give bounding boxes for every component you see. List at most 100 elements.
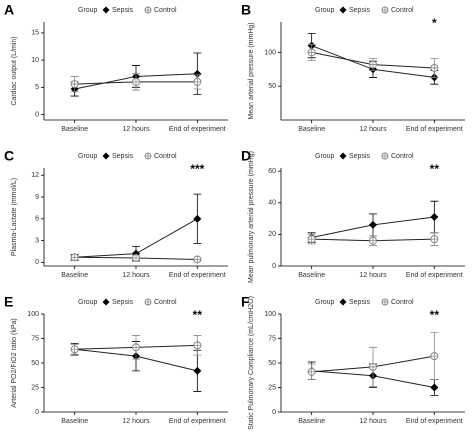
- legend-label: Control: [154, 299, 177, 306]
- legend-marker: [145, 299, 151, 305]
- y-axis-label: Cardiac output (L/min): [11, 36, 18, 105]
- legend-marker: [102, 6, 110, 14]
- marker-cross: [308, 235, 316, 243]
- mean-marker: [193, 214, 202, 223]
- legend-marker: [339, 152, 347, 160]
- legend-label: Sepsis: [349, 7, 371, 14]
- panel: A Group Sepsis Control 0 5 10 15 Baseline 12 hour…: [4, 2, 228, 133]
- marker-cross: [132, 343, 140, 351]
- y-tick-label: 0: [272, 409, 276, 416]
- x-tick-label: 12 hours: [122, 418, 150, 425]
- y-tick-label: 75: [268, 335, 276, 342]
- x-tick-label: 12 hours: [359, 126, 387, 133]
- y-axis-label: Arterial PO2/FiO2 ratio (kPa): [11, 318, 18, 407]
- legend-marker: [102, 298, 110, 306]
- y-tick-label: 15: [31, 30, 39, 37]
- legend-label: Sepsis: [112, 153, 134, 160]
- x-tick-label: End of experiment: [406, 418, 463, 425]
- marker-cross: [308, 48, 316, 56]
- y-tick-label: 40: [268, 200, 276, 207]
- panel: D Group Sepsis Control 0 20 40 60 Baseline 12 hou…: [241, 148, 465, 283]
- y-tick-label: 3: [35, 237, 39, 244]
- y-tick-label: 12: [31, 172, 39, 179]
- y-tick-label: 9: [35, 194, 39, 201]
- y-axis-label: Plasma-Lactate (mmol/L): [11, 178, 18, 256]
- legend-label: Sepsis: [112, 7, 134, 14]
- marker-cross: [132, 254, 140, 262]
- y-tick-label: 100: [264, 311, 276, 318]
- legend-marker: [145, 7, 151, 13]
- legend-title: Group: [78, 299, 98, 306]
- legend-marker: [339, 6, 347, 14]
- y-tick-label: 50: [268, 360, 276, 367]
- y-tick-label: 0: [35, 111, 39, 118]
- marker-cross: [430, 352, 438, 360]
- y-tick-label: 50: [31, 360, 39, 367]
- legend-label: Control: [154, 7, 177, 14]
- x-tick-label: End of experiment: [169, 126, 226, 133]
- x-tick-label: End of experiment: [406, 126, 463, 133]
- legend-marker: [382, 299, 388, 305]
- legend-marker: [102, 152, 110, 160]
- x-tick-label: End of experiment: [169, 418, 226, 425]
- marker-cross: [193, 255, 201, 263]
- legend-marker: [339, 298, 347, 306]
- y-tick-label: 75: [31, 335, 39, 342]
- annotation: *: [432, 16, 437, 30]
- panel: B Group Sepsis Control 50 100 Baseline 12 hours…: [241, 2, 465, 133]
- mean-marker: [430, 383, 439, 392]
- x-tick-label: 12 hours: [359, 272, 387, 279]
- panel: F Group Sepsis Control 0 25 50 75 100 Baseline 12 …: [241, 294, 465, 430]
- y-axis-label: Mean arterial pressure (mmHg): [248, 22, 255, 119]
- x-tick-label: 12 hours: [122, 126, 150, 133]
- y-axis-label: Mean pulmonary arterial pressure (mmHg): [248, 151, 255, 283]
- marker-cross: [132, 78, 140, 86]
- x-tick-label: End of experiment: [169, 272, 226, 279]
- marker-cross: [71, 345, 79, 353]
- marker-cross: [193, 78, 201, 86]
- panel-label: F: [241, 294, 250, 310]
- panel-label: D: [241, 148, 251, 164]
- legend-label: Sepsis: [349, 299, 371, 306]
- y-tick-label: 100: [264, 49, 276, 56]
- legend-marker: [145, 153, 151, 159]
- y-tick-label: 5: [35, 84, 39, 91]
- y-tick-label: 25: [31, 384, 39, 391]
- marker-cross: [430, 64, 438, 72]
- marker-cross: [308, 368, 316, 376]
- marker-cross: [369, 363, 377, 371]
- mean-marker: [369, 220, 377, 229]
- marker-cross: [71, 253, 79, 261]
- panel: C Group Sepsis Control 0 3 6 9 12 Baseline 12 hour…: [4, 148, 228, 279]
- panel-label: E: [4, 294, 13, 310]
- annotation: **: [430, 308, 440, 322]
- panel-label: A: [4, 2, 14, 18]
- panel-label: B: [241, 2, 251, 18]
- x-tick-label: Baseline: [298, 418, 325, 425]
- mean-marker: [193, 366, 202, 375]
- x-tick-label: Baseline: [298, 126, 325, 133]
- x-tick-label: 12 hours: [359, 418, 387, 425]
- y-tick-label: 60: [268, 168, 276, 175]
- x-tick-label: End of experiment: [406, 272, 463, 279]
- legend-marker: [382, 153, 388, 159]
- y-axis-label: Static Pulmonary Compliance (mL/cmH2O): [248, 296, 255, 430]
- legend-title: Group: [78, 7, 98, 14]
- legend-label: Sepsis: [349, 153, 371, 160]
- marker-cross: [369, 61, 377, 69]
- y-tick-label: 10: [31, 57, 39, 64]
- marker-cross: [71, 80, 79, 88]
- panel-label: C: [4, 148, 14, 164]
- mean-marker: [430, 213, 439, 221]
- legend-label: Control: [391, 299, 414, 306]
- legend-title: Group: [315, 153, 335, 160]
- legend-label: Control: [391, 7, 414, 14]
- marker-cross: [430, 235, 438, 243]
- legend-title: Group: [315, 299, 335, 306]
- y-tick-label: 25: [268, 384, 276, 391]
- panel: E Group Sepsis Control 0 25 50 75 100 Baseline 12 …: [4, 294, 228, 425]
- mean-marker: [193, 69, 202, 78]
- y-tick-label: 0: [35, 409, 39, 416]
